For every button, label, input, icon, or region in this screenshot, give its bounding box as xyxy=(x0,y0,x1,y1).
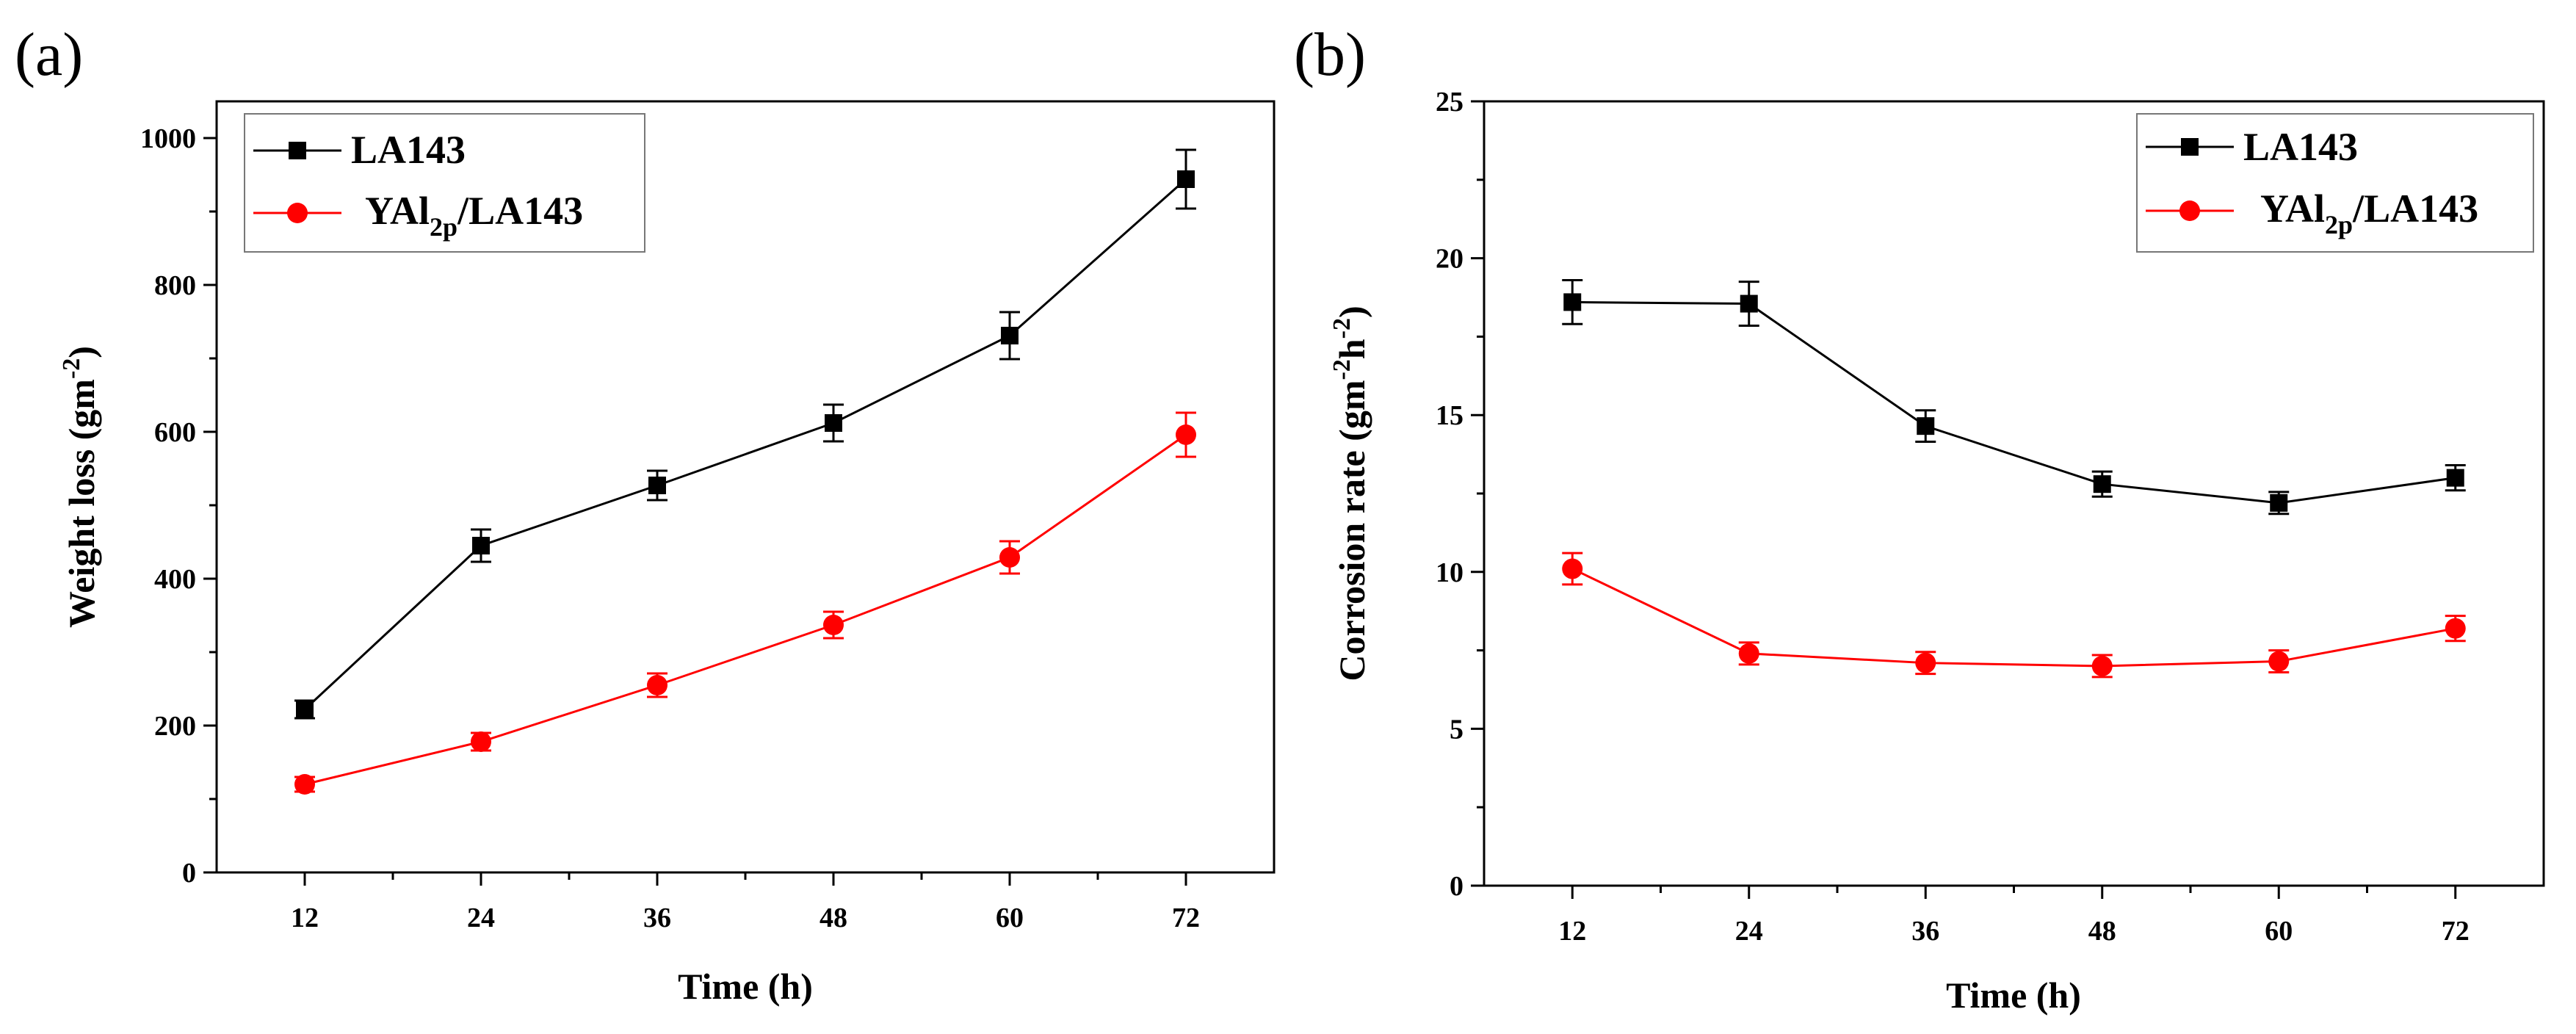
legend-a: LA143 YAl2p/LA143 xyxy=(244,113,645,253)
data-point xyxy=(2446,469,2464,487)
y-tick-label-b: 10 xyxy=(1436,557,1464,588)
x-tick-label-a: 36 xyxy=(643,903,671,933)
x-tick-label-a: 60 xyxy=(996,903,1024,933)
panel-label-a: (a) xyxy=(15,21,83,89)
x-tick-label-a: 72 xyxy=(1172,903,1200,933)
chart-panel-a: (a) 12 24 36 48 60 72 0 200 400 600 800 1000 Time (… xyxy=(15,21,1276,1007)
x-tick-label-b: 48 xyxy=(2088,916,2116,947)
data-point xyxy=(999,547,1020,568)
data-point xyxy=(472,537,490,554)
series-b-0 xyxy=(1562,279,2466,516)
data-point xyxy=(2091,655,2113,676)
data-point xyxy=(1562,558,1583,579)
data-point xyxy=(1176,424,1196,445)
y-tick-label-a: 200 xyxy=(154,711,196,742)
series-a-0 xyxy=(294,148,1196,720)
y-tick-label-b: 5 xyxy=(1450,714,1464,745)
data-point xyxy=(1740,294,1758,313)
series-a-1 xyxy=(294,411,1196,795)
x-tick-label-a: 48 xyxy=(820,903,847,933)
series-line xyxy=(304,433,1187,786)
data-point xyxy=(823,615,844,635)
data-point xyxy=(1915,652,1936,673)
y-tick-label-a: 0 xyxy=(182,858,196,889)
y-tick-label-a: 400 xyxy=(154,564,196,595)
y-tick-label-a: 800 xyxy=(154,270,196,301)
y-tick-label-b: 25 xyxy=(1436,87,1464,118)
y-tick-label-a: 600 xyxy=(154,417,196,448)
legend-label-a-0: LA143 xyxy=(351,128,466,172)
series-line xyxy=(303,178,1187,711)
data-point xyxy=(2445,618,2466,639)
data-point xyxy=(296,701,314,718)
chart-panel-b: (b) 12 24 36 48 60 72 0 5 10 15 20 25 Time (h) Corr… xyxy=(1294,21,2545,1016)
y-tick-label-b: 15 xyxy=(1436,400,1464,431)
legend-b: LA143 YAl2p/LA143 xyxy=(2136,113,2534,253)
data-point xyxy=(1001,327,1019,344)
legend-marker-a-1 xyxy=(287,203,308,223)
y-axis-title-a: Weight loss (gm-2) xyxy=(58,346,102,628)
x-tick-label-b: 24 xyxy=(1735,916,1763,947)
data-point xyxy=(1177,170,1195,188)
x-tick-label-b: 60 xyxy=(2265,916,2293,947)
legend-marker-b-1 xyxy=(2179,200,2200,221)
legend-label-b-1: YAl2p/LA143 xyxy=(2260,187,2478,239)
legend-label-a-1: YAl2p/LA143 xyxy=(365,189,583,242)
data-point xyxy=(2270,494,2288,512)
data-point xyxy=(647,675,667,695)
x-tick-label-a: 12 xyxy=(291,903,319,933)
data-point xyxy=(1917,417,1935,435)
x-tick-label-b: 36 xyxy=(1911,916,1939,947)
data-point xyxy=(1563,293,1582,311)
series-line xyxy=(1572,300,2456,505)
x-axis-title-a: Time (h) xyxy=(678,966,813,1007)
x-tick-label-a: 24 xyxy=(467,903,495,933)
legend-marker-b-0 xyxy=(2181,138,2199,156)
y-tick-label-b: 20 xyxy=(1436,244,1464,275)
legend-label-b-0: LA143 xyxy=(2243,125,2358,169)
y-tick-label-a: 1000 xyxy=(140,123,196,154)
data-point xyxy=(825,414,842,432)
x-tick-label-b: 72 xyxy=(2442,916,2470,947)
legend-marker-a-0 xyxy=(289,142,306,159)
data-point xyxy=(648,477,666,494)
data-point xyxy=(2093,475,2111,494)
data-point xyxy=(471,731,491,752)
y-axis-title-b: Corrosion rate (gm-2h-2) xyxy=(1328,306,1372,681)
x-tick-label-b: 12 xyxy=(1558,916,1586,947)
series-line xyxy=(1571,568,2456,668)
data-point xyxy=(294,774,315,795)
data-point xyxy=(2268,651,2290,672)
legend-box-a xyxy=(244,113,645,253)
x-axis-title-b: Time (h) xyxy=(1946,975,2081,1016)
y-tick-label-b: 0 xyxy=(1450,871,1464,902)
data-point xyxy=(1738,643,1759,664)
legend-box-b xyxy=(2136,113,2534,253)
series-b-1 xyxy=(1562,552,2466,679)
panel-label-b: (b) xyxy=(1294,21,1366,89)
